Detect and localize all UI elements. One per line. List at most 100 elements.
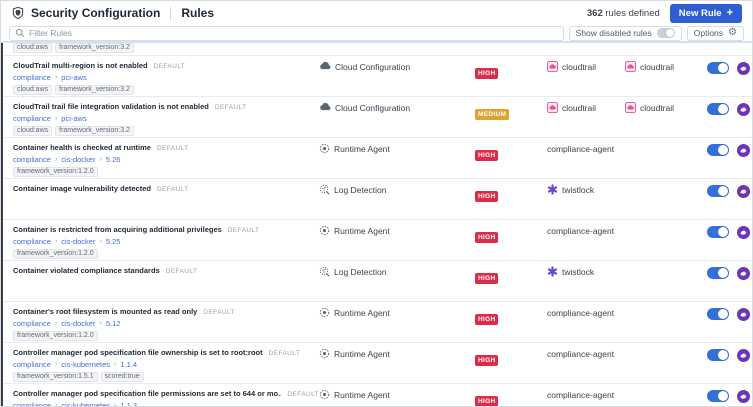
- rule-row[interactable]: Controller manager pod specification fil…: [3, 343, 752, 384]
- breadcrumb-link[interactable]: compliance: [13, 360, 51, 369]
- rule-type-label: Runtime Agent: [334, 144, 390, 154]
- rule-default-badge: DEFAULT: [203, 309, 235, 316]
- breadcrumb-link[interactable]: cis-kubernetes: [61, 360, 111, 369]
- rule-owner-avatar[interactable]: [737, 390, 750, 403]
- rule-type-label: Runtime Agent: [334, 390, 390, 400]
- rule-type-label: Log Detection: [334, 267, 387, 277]
- rule-tags: framework_version:1.2.0: [13, 249, 319, 259]
- rule-default-badge: DEFAULT: [156, 186, 189, 193]
- rule-owner-avatar[interactable]: [737, 267, 750, 280]
- rules-count-number: 362: [586, 7, 603, 19]
- breadcrumb-separator-icon: ›: [54, 402, 58, 406]
- rule-owner-avatar[interactable]: [737, 103, 750, 116]
- partial-rule-row[interactable]: cloud:aws framework_version:3.2: [3, 43, 752, 56]
- breadcrumb-link[interactable]: 5.26: [105, 155, 121, 164]
- options-button[interactable]: Options ⚙: [686, 25, 744, 41]
- rule-controls-cell: [707, 143, 750, 178]
- plus-icon: +: [726, 7, 733, 19]
- rule-tag[interactable]: framework_version:1.2.0: [13, 249, 98, 259]
- rule-row[interactable]: CloudTrail trail file integration valida…: [3, 97, 752, 138]
- breadcrumb-link[interactable]: compliance: [13, 155, 51, 164]
- breadcrumb-link[interactable]: pci-aws: [61, 73, 87, 82]
- rule-tag[interactable]: cloud:aws: [13, 43, 53, 53]
- rule-tags: framework_version:1.2.0: [13, 331, 319, 341]
- source-secondary: [625, 143, 707, 178]
- rule-tag[interactable]: framework_version:3.2: [55, 43, 134, 53]
- cloudtrail-icon: [625, 61, 636, 72]
- source-label: cloudtrail: [640, 62, 675, 72]
- twistlock-icon: [547, 184, 558, 195]
- rule-tag[interactable]: framework_version:3.2: [55, 85, 134, 95]
- filter-input-wrap[interactable]: [9, 25, 564, 41]
- severity-badge: HIGH: [475, 150, 499, 161]
- rule-enabled-toggle[interactable]: [707, 62, 729, 74]
- rule-enabled-toggle[interactable]: [707, 308, 729, 320]
- breadcrumb-link[interactable]: compliance: [13, 73, 51, 82]
- rule-tag[interactable]: framework_version:1.2.0: [13, 331, 98, 341]
- rule-tag[interactable]: cloud:aws: [13, 126, 53, 136]
- rule-owner-avatar[interactable]: [737, 144, 750, 157]
- rule-tag[interactable]: framework_version:3.2: [55, 126, 134, 136]
- rule-type-cell: Runtime Agent: [319, 389, 475, 406]
- breadcrumb-link[interactable]: cis-docker: [61, 155, 96, 164]
- breadcrumb-link[interactable]: 1.1.4: [120, 360, 138, 369]
- source-primary: compliance-agent: [547, 307, 625, 342]
- breadcrumb-link[interactable]: pci-aws: [61, 114, 87, 123]
- source-label: compliance-agent: [547, 390, 615, 400]
- new-rule-button[interactable]: New Rule +: [669, 3, 742, 23]
- runtime-agent-icon: [319, 225, 330, 236]
- breadcrumb-link[interactable]: 5.12: [105, 319, 121, 328]
- breadcrumb-link[interactable]: cis-docker: [61, 237, 96, 246]
- rule-tag[interactable]: framework_version:1.5.1: [13, 372, 98, 382]
- rule-enabled-toggle[interactable]: [707, 103, 729, 115]
- rule-owner-avatar[interactable]: [737, 308, 750, 321]
- breadcrumb-link[interactable]: cis-kubernetes: [61, 401, 111, 406]
- rule-owner-avatar[interactable]: [737, 349, 750, 362]
- rule-title: CloudTrail trail file integration valida…: [13, 102, 209, 111]
- rule-enabled-toggle[interactable]: [707, 185, 729, 197]
- rule-tag[interactable]: cloud:aws: [13, 85, 53, 95]
- rule-enabled-toggle[interactable]: [707, 267, 729, 279]
- rule-enabled-toggle[interactable]: [707, 390, 729, 402]
- breadcrumb-link[interactable]: 5.25: [105, 237, 121, 246]
- severity-badge: HIGH: [475, 314, 499, 325]
- breadcrumb-link[interactable]: cis-docker: [61, 319, 96, 328]
- source-label: cloudtrail: [640, 103, 675, 113]
- filter-rules-input[interactable]: [29, 28, 558, 38]
- rule-row[interactable]: Controller manager pod specification fil…: [3, 384, 752, 406]
- rule-owner-avatar[interactable]: [737, 226, 750, 239]
- rule-tag[interactable]: scored:true: [100, 372, 144, 382]
- cloud-icon: [319, 102, 331, 111]
- log-detection-icon: [319, 266, 330, 277]
- rule-breadcrumb: compliance › cis-docker › 5.12: [13, 319, 319, 328]
- header-divider: [170, 6, 172, 20]
- rule-enabled-toggle[interactable]: [707, 349, 729, 361]
- breadcrumb-link[interactable]: compliance: [13, 237, 51, 246]
- rule-tags: framework_version:1.5.1 scored:true: [13, 372, 319, 382]
- source-primary: compliance-agent: [547, 225, 625, 260]
- rule-row[interactable]: Container violated compliance standards …: [3, 261, 752, 302]
- breadcrumb-link[interactable]: 1.1.3: [120, 401, 138, 406]
- rule-enabled-toggle[interactable]: [707, 144, 729, 156]
- rule-tags: cloud:aws framework_version:3.2: [13, 126, 319, 136]
- rule-row[interactable]: Container is restricted from acquiring a…: [3, 220, 752, 261]
- rule-enabled-toggle[interactable]: [707, 226, 729, 238]
- twistlock-icon: [547, 266, 558, 277]
- rule-owner-avatar[interactable]: [737, 185, 750, 198]
- source-secondary: [625, 266, 707, 301]
- breadcrumb-link[interactable]: compliance: [13, 319, 51, 328]
- rule-owner-avatar[interactable]: [737, 62, 750, 75]
- source-label: twistlock: [562, 185, 595, 195]
- rule-row[interactable]: Container's root filesystem is mounted a…: [3, 302, 752, 343]
- rule-row[interactable]: Container health is checked at runtime D…: [3, 138, 752, 179]
- rule-row[interactable]: Container image vulnerability detected D…: [3, 179, 752, 220]
- breadcrumb-link[interactable]: compliance: [13, 401, 51, 406]
- rule-type-cell: Log Detection: [319, 266, 475, 301]
- breadcrumb-link[interactable]: compliance: [13, 114, 51, 123]
- rule-tag[interactable]: framework_version:1.2.0: [13, 167, 98, 177]
- show-disabled-rules-control[interactable]: Show disabled rules: [568, 25, 682, 41]
- rule-row[interactable]: CloudTrail multi-region is not enabled D…: [3, 56, 752, 97]
- show-disabled-toggle[interactable]: [656, 28, 675, 38]
- rule-type-label: Runtime Agent: [334, 226, 390, 236]
- source-secondary: cloudtrail: [625, 61, 707, 96]
